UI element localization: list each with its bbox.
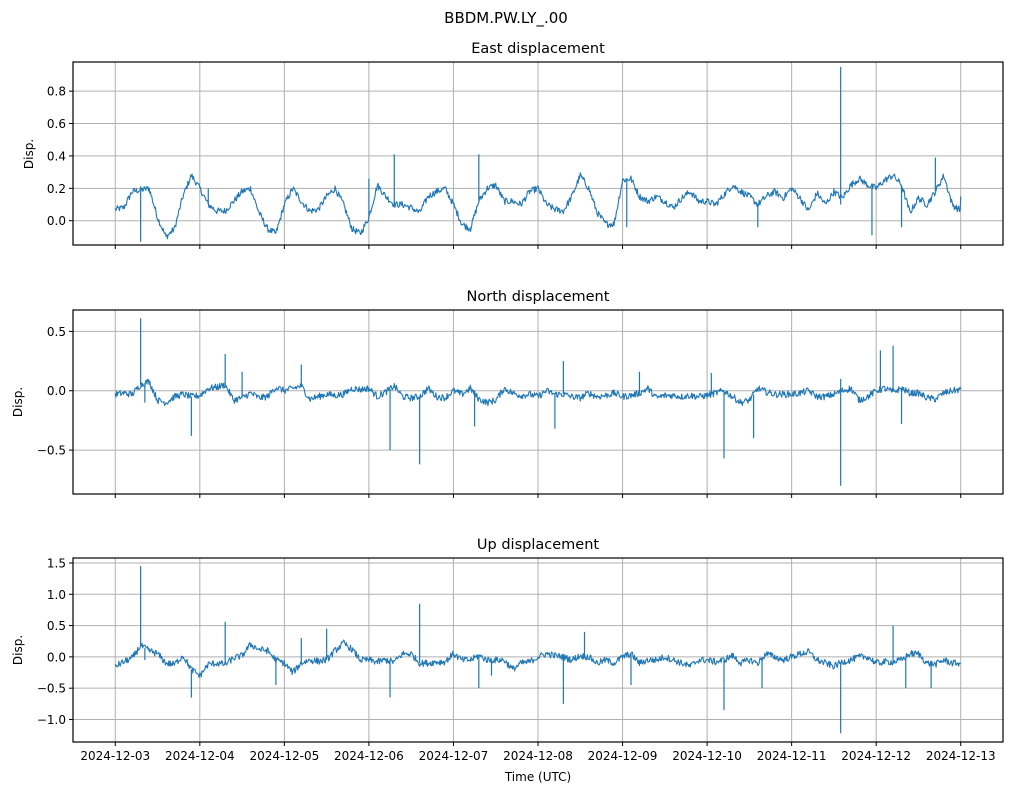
east-ylabel: Disp. — [22, 139, 36, 169]
up-panel: Up displacement Disp. 2024-12-03 2024-12-… — [11, 537, 1004, 763]
x-axis-label: Time (UTC) — [504, 770, 571, 784]
up-x-tick-label: 2024-12-08 — [503, 749, 573, 763]
up-x-tick-label: 2024-12-11 — [757, 749, 827, 763]
north-grid — [73, 310, 1003, 494]
up-y-tick-label: 0.5 — [47, 619, 66, 633]
up-y-tick-label: −1.0 — [37, 713, 66, 727]
north-series-line — [114, 378, 962, 407]
up-x-tick-label: 2024-12-12 — [841, 749, 911, 763]
up-x-tick-label: 2024-12-13 — [926, 749, 996, 763]
north-panel: North displacement Disp. −0.5 0.0 0.5 — [11, 289, 1004, 498]
up-x-tick-label: 2024-12-10 — [672, 749, 742, 763]
up-y-tick-label: 0.0 — [47, 650, 66, 664]
up-x-tick-label: 2024-12-04 — [165, 749, 235, 763]
north-title: North displacement — [467, 289, 610, 305]
north-y-tick-label: 0.0 — [47, 384, 66, 398]
up-x-tick-label: 2024-12-03 — [80, 749, 150, 763]
up-ylabel: Disp. — [11, 635, 25, 665]
up-x-tick-label: 2024-12-07 — [419, 749, 489, 763]
east-y-tick-label: 0.8 — [47, 85, 66, 99]
up-axes-frame — [72, 557, 1004, 743]
north-y-tick-label: 0.5 — [47, 325, 66, 339]
east-series-line — [114, 172, 962, 240]
up-y-tick-label: 1.0 — [47, 588, 66, 602]
up-x-tick-label: 2024-12-05 — [249, 749, 319, 763]
up-title: Up displacement — [477, 537, 599, 553]
east-y-tick-label: 0.6 — [47, 117, 66, 131]
north-y-tick-label: −0.5 — [37, 444, 66, 458]
east-y-tick-label: 0.0 — [47, 214, 66, 228]
up-x-tick-label: 2024-12-06 — [334, 749, 404, 763]
east-grid — [73, 62, 1003, 245]
east-panel: East displacement Disp. 0.0 0.2 0.4 0.6 0.8 — [22, 41, 1004, 249]
up-series-line — [114, 639, 961, 678]
north-axes-frame — [72, 309, 1004, 495]
up-grid — [73, 558, 1003, 742]
up-x-tick-label: 2024-12-09 — [588, 749, 658, 763]
east-title: East displacement — [471, 41, 605, 57]
up-y-tick-label: −0.5 — [37, 682, 66, 696]
up-y-tick-label: 1.5 — [47, 557, 66, 571]
east-axes-frame — [72, 61, 1004, 246]
east-y-tick-label: 0.4 — [47, 149, 66, 163]
east-y-tick-label: 0.2 — [47, 182, 66, 196]
north-ylabel: Disp. — [11, 387, 25, 417]
figure-suptitle: BBDM.PW.LY_.00 — [444, 9, 568, 28]
